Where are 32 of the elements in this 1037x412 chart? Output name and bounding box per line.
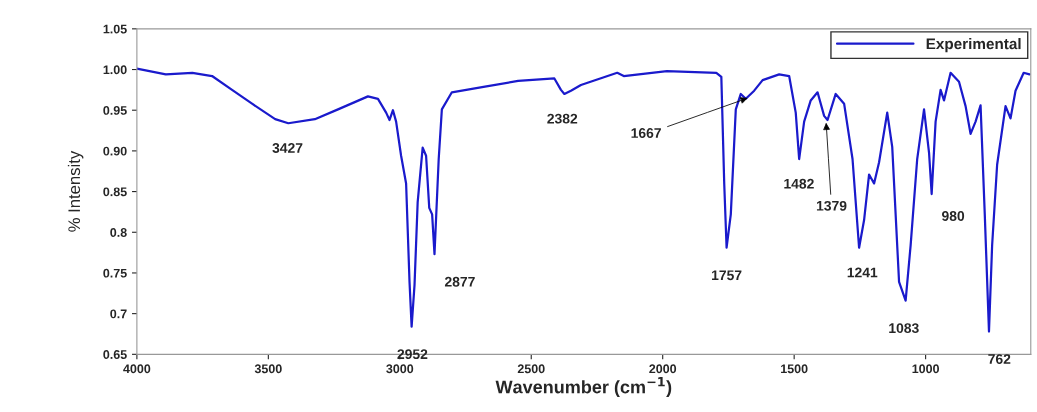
- x-tick-label: 4000: [123, 364, 151, 374]
- annotation: 2877: [444, 276, 475, 287]
- x-tick-label: 3000: [386, 364, 414, 374]
- annotation: 3427: [272, 143, 303, 153]
- annotation: 2952: [397, 349, 428, 360]
- annotation: 1379: [816, 200, 847, 211]
- legend-label: Experimental: [926, 38, 1021, 53]
- annotation: 1083: [889, 323, 919, 334]
- y-tick-label: 0.8: [110, 228, 127, 237]
- x-tick-label: 2000: [649, 364, 677, 374]
- y-tick-label: 0.7: [110, 309, 127, 319]
- x-tick-label: 1000: [912, 364, 940, 374]
- x-tick-label: 3500: [254, 364, 282, 374]
- y-tick-label: 0.65: [103, 350, 127, 359]
- y-axis-title: % Intensity: [67, 150, 84, 232]
- y-tick-label: 0.75: [103, 268, 127, 278]
- annotation: 762: [988, 354, 1011, 364]
- y-tick-label: 0.85: [103, 187, 127, 197]
- annotation: 1667: [631, 128, 661, 138]
- annotation: 2382: [547, 113, 578, 124]
- annotation: 1241: [847, 267, 878, 278]
- annotation: 1757: [712, 270, 742, 281]
- y-tick-label: 1.05: [103, 24, 127, 34]
- x-tick-label: 2500: [517, 364, 545, 374]
- y-tick-label: 1.00: [103, 65, 127, 75]
- x-tick-label: 1500: [781, 364, 808, 374]
- x-axis-title: Wavenumber (cm$^{−1}$): [495, 377, 672, 397]
- y-tick-label: 0.95: [103, 106, 127, 115]
- annotation: 980: [941, 211, 965, 221]
- y-tick-label: 0.90: [103, 146, 127, 156]
- line-series: [136, 67, 1031, 333]
- annotation: 1482: [784, 178, 814, 189]
